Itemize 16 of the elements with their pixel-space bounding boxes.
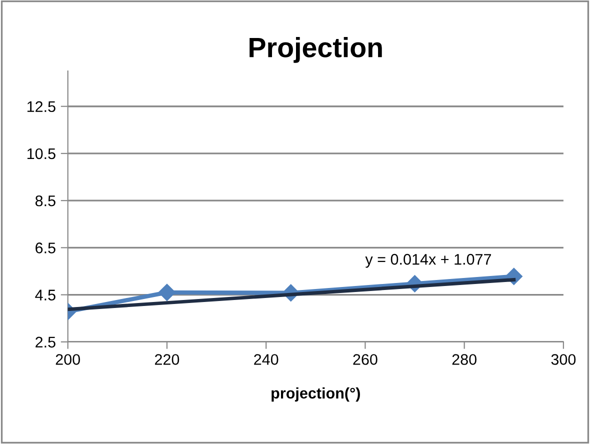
x-tick-label: 300 [551,354,576,365]
y-tick-label: 12.5 [27,101,56,112]
x-axis-title: projection(°) [272,387,360,402]
y-tick-label: 4.5 [35,290,56,300]
y-tick-label: 8.5 [35,195,56,206]
x-tick-label: 260 [353,354,378,365]
point [158,284,176,301]
x-tick-label: 220 [154,354,180,365]
x-tick-label: 240 [254,354,278,365]
x-tick-label: 200 [56,354,80,365]
y-tick-label: 10.5 [27,148,56,160]
y-tick-label: 2.5 [36,336,56,348]
annotation: y = 0.014x + 1.077 [365,254,492,268]
chart-title: Projection [250,37,382,63]
x-tick-label: 280 [452,354,476,365]
y-tick-label: 6.5 [36,242,56,254]
